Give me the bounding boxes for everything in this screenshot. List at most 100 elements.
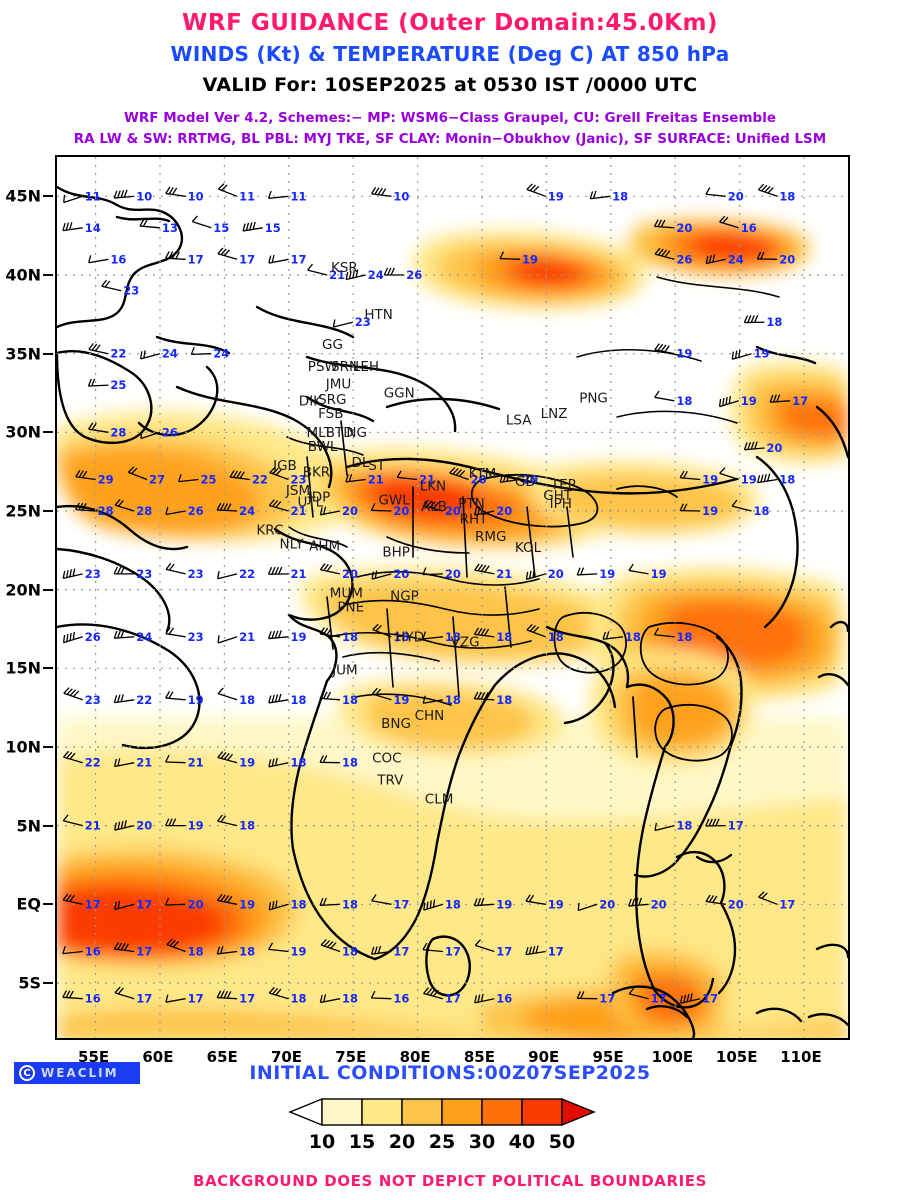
temperature-value: 18 xyxy=(496,630,512,644)
wind-barb xyxy=(371,570,392,580)
temperature-value: 24 xyxy=(728,252,744,266)
temperature-value: 20 xyxy=(342,504,358,518)
temperature-value: 24 xyxy=(162,347,178,361)
wind-barb xyxy=(216,945,238,955)
temperature-value: 21 xyxy=(85,819,101,833)
station-label: PTN xyxy=(458,496,485,512)
page-title-valid: VALID For: 10SEP2025 at 0530 IST /0000 U… xyxy=(202,74,698,96)
wind-barb xyxy=(756,251,778,260)
station-label: MLT xyxy=(307,425,333,441)
temperature-value: 22 xyxy=(252,473,268,487)
temperature-value: 18 xyxy=(342,945,358,959)
station-label: LSA xyxy=(506,412,532,428)
wind-barb xyxy=(320,938,341,953)
latitude-tick-mark xyxy=(43,273,53,276)
wind-barb xyxy=(719,215,739,229)
temperature-value: 17 xyxy=(393,897,409,911)
temperature-value: 18 xyxy=(393,630,409,644)
wind-barb xyxy=(526,183,546,197)
temperature-value: 19 xyxy=(496,897,512,911)
temperature-value: 19 xyxy=(548,189,564,203)
temperature-value: 18 xyxy=(496,693,512,707)
wind-barb xyxy=(62,750,83,764)
wind-barb xyxy=(62,893,83,905)
wind-barb xyxy=(769,394,791,403)
temperature-value: 18 xyxy=(676,394,692,408)
temperature-value: 18 xyxy=(239,945,255,959)
station-label: NGP xyxy=(390,589,419,605)
temperature-value: 11 xyxy=(291,189,307,203)
wind-barb xyxy=(474,563,495,575)
wind-barb xyxy=(62,568,83,580)
wind-barb xyxy=(628,563,649,575)
temperature-value: 17 xyxy=(136,992,152,1006)
temperature-value: 17 xyxy=(239,252,255,266)
wind-barb xyxy=(679,993,701,1004)
weather-map: 11 10 10 11 11 10 19 18 20 18 14 13 15 15 20 16 16 17 17 17… xyxy=(55,155,850,1040)
wind-barb xyxy=(345,473,366,483)
wind-barb xyxy=(166,938,186,953)
temperature-value: 17 xyxy=(291,252,307,266)
station-label: BKR xyxy=(303,464,331,480)
temperature-value: 17 xyxy=(599,992,615,1006)
temperature-value: 17 xyxy=(728,819,744,833)
wind-barb xyxy=(473,691,495,701)
temperature-value: 16 xyxy=(393,992,409,1006)
wind-barb xyxy=(705,818,726,827)
wind-barb xyxy=(269,466,289,481)
temperature-value: 28 xyxy=(110,425,126,439)
temperature-value: 16 xyxy=(110,252,126,266)
wind-barb xyxy=(165,818,186,827)
latitude-tick-label: 35N xyxy=(5,344,41,364)
colorbar-tick-label: 50 xyxy=(548,1131,576,1153)
wind-barb xyxy=(268,986,289,1000)
colorbar-tick-label: 20 xyxy=(388,1131,416,1153)
temperature-value: 18 xyxy=(239,693,255,707)
temperature-value: 23 xyxy=(136,567,152,581)
wind-barb xyxy=(165,691,186,701)
weaclim-label: WEACLIM xyxy=(41,1066,119,1080)
station-label: GGN xyxy=(384,386,415,402)
temperature-value: 28 xyxy=(136,504,152,518)
wind-barb xyxy=(654,822,675,832)
temperature-value: 18 xyxy=(548,630,564,644)
temperature-value: 22 xyxy=(85,756,101,770)
temperature-value: 17 xyxy=(136,945,152,959)
temperature-value: 21 xyxy=(188,756,204,770)
wind-barb xyxy=(319,506,341,516)
wind-barb xyxy=(319,994,341,1004)
wind-barb xyxy=(423,987,444,1000)
temperature-value: 19 xyxy=(291,630,307,644)
temperature-value: 18 xyxy=(342,897,358,911)
wind-barb xyxy=(268,693,289,704)
temperature-value: 18 xyxy=(445,630,461,644)
wind-barb xyxy=(268,499,289,512)
wind-barb xyxy=(525,945,546,956)
temperature-value: 20 xyxy=(548,567,564,581)
wind-barb xyxy=(268,900,289,911)
wind-barb xyxy=(731,349,752,360)
station-label: JSM xyxy=(285,483,310,499)
temperature-value: 21 xyxy=(368,473,384,487)
colorbar-segment xyxy=(401,1098,443,1126)
temperature-value: 25 xyxy=(201,473,217,487)
wind-barb xyxy=(345,269,366,281)
model-scheme-line-1: WRF Model Ver 4.2, Schemes:− MP: WSM6−Cl… xyxy=(124,110,776,126)
wind-barb xyxy=(654,390,675,402)
station-label: JMU xyxy=(325,376,352,392)
temperature-value: 15 xyxy=(265,221,281,235)
wind-barb xyxy=(217,814,238,827)
wind-barb xyxy=(731,499,752,512)
wind-barb xyxy=(267,190,289,200)
temperature-value: 18 xyxy=(754,504,770,518)
wind-barb xyxy=(499,251,521,260)
station-label: NG xyxy=(346,425,367,441)
station-label: GG xyxy=(322,337,343,353)
map-canvas: 11 10 10 11 11 10 19 18 20 18 14 13 15 15 20 16 16 17 17 17… xyxy=(57,157,848,1038)
station-label: CHN xyxy=(415,708,445,724)
temperature-value: 16 xyxy=(85,945,101,959)
temperature-value: 17 xyxy=(85,897,101,911)
station-label: TEP xyxy=(550,477,576,493)
temperature-value: 20 xyxy=(779,252,795,266)
wind-barb xyxy=(113,630,135,639)
